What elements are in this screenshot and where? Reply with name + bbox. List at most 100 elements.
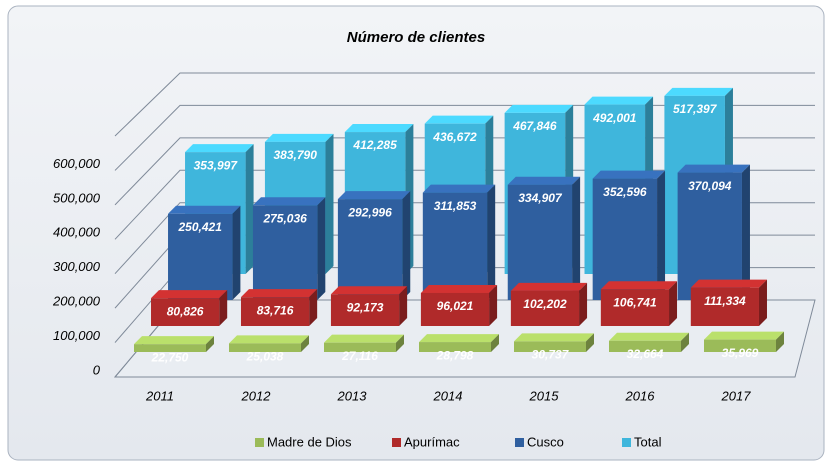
y-tick-label: 600,000: [53, 156, 101, 171]
bar-top: [324, 334, 404, 343]
bar: [337, 199, 403, 300]
x-tick-label: 2017: [721, 388, 752, 403]
value-label: 492,001: [592, 111, 637, 125]
y-tick-label: 100,000: [53, 328, 101, 343]
bar-top: [330, 286, 408, 295]
value-label: 22,750: [151, 350, 189, 364]
bar: [609, 340, 681, 352]
bar-side: [491, 334, 499, 352]
bar-side: [219, 290, 228, 326]
bar-top: [504, 104, 574, 113]
bar-side: [301, 335, 309, 352]
bar: [168, 213, 233, 300]
bar-side: [399, 286, 408, 326]
bar-side: [579, 282, 588, 326]
value-label: 27,116: [341, 349, 378, 363]
x-tick-label: 2016: [625, 388, 656, 403]
value-label: 80,826: [167, 304, 204, 318]
bar-side: [245, 144, 254, 274]
bar-top: [609, 332, 689, 341]
value-label: 352,596: [603, 185, 647, 199]
value-label: 111,334: [704, 294, 746, 308]
bar-side: [572, 176, 581, 300]
y-tick-label: 200,000: [52, 294, 101, 309]
bar-side: [489, 284, 498, 326]
legend-label: Madre de Dios: [267, 434, 352, 449]
x-tick-label: 2012: [241, 388, 272, 403]
bar-top: [420, 284, 498, 293]
bar: [592, 178, 658, 300]
x-tick-label: 2015: [529, 388, 560, 403]
value-label: 28,798: [436, 348, 474, 362]
legend-swatch: [515, 438, 524, 447]
bar-top: [677, 164, 750, 173]
value-label: 353,997: [194, 158, 239, 172]
value-label: 92,173: [347, 300, 384, 314]
y-tick-label: 500,000: [53, 190, 101, 205]
bar: [600, 289, 670, 326]
bar: [240, 297, 310, 326]
bar-top: [592, 170, 666, 179]
bar-top: [337, 191, 411, 200]
bar-side: [776, 331, 784, 352]
bar: [690, 287, 759, 326]
bar-side: [402, 191, 411, 300]
bar-side: [232, 205, 241, 300]
y-tick-label: 400,000: [53, 225, 101, 240]
bar: [677, 172, 742, 300]
bar-side: [681, 332, 689, 352]
value-label: 334,907: [518, 191, 563, 205]
bar-top: [600, 281, 678, 290]
legend-label: Apurímac: [404, 434, 460, 449]
bar-side: [586, 333, 594, 352]
bar: [420, 292, 490, 326]
value-label: 383,790: [274, 148, 318, 162]
bar: [229, 343, 301, 352]
x-tick-label: 2013: [337, 388, 368, 403]
legend-swatch: [622, 438, 631, 447]
bar-side: [309, 289, 318, 326]
bar-top: [264, 133, 334, 142]
bar-side: [741, 164, 750, 300]
bar-side: [317, 197, 326, 300]
bar-top: [664, 87, 733, 96]
bar-top: [229, 335, 309, 344]
bar-side: [669, 281, 678, 326]
bar-top: [252, 197, 326, 206]
bar-top: [151, 290, 228, 299]
x-tick-label: 2011: [145, 388, 174, 403]
bar-top: [419, 334, 499, 343]
bar: [510, 290, 580, 326]
value-label: 370,094: [688, 179, 732, 193]
value-label: 467,846: [512, 119, 557, 133]
value-label: 106,741: [613, 295, 657, 309]
value-label: 32,664: [627, 347, 664, 361]
bar: [134, 344, 206, 352]
y-tick-label: 0: [93, 362, 101, 377]
bar-top: [690, 279, 767, 288]
value-label: 83,716: [257, 303, 294, 317]
bar-top: [514, 333, 594, 342]
bar: [419, 342, 491, 352]
chart-title: Número de clientes: [347, 29, 485, 46]
value-label: 35,969: [722, 346, 759, 360]
value-label: 311,853: [434, 199, 477, 213]
legend-label: Cusco: [527, 434, 564, 449]
value-label: 517,397: [673, 102, 718, 116]
bar: [704, 339, 776, 352]
bar-top: [344, 124, 414, 133]
bar-side: [657, 170, 666, 300]
legend-swatch: [392, 438, 401, 447]
bar-top: [185, 144, 254, 153]
value-label: 292,996: [347, 205, 392, 219]
bar-side: [758, 279, 767, 326]
legend-label: Total: [634, 434, 662, 449]
bar-side: [396, 334, 404, 352]
bar-top: [168, 205, 241, 214]
legend-swatch: [255, 438, 264, 447]
bar: [252, 205, 318, 300]
bar-top: [507, 176, 581, 185]
bar: [514, 341, 586, 352]
y-tick-label: 300,000: [53, 259, 101, 274]
